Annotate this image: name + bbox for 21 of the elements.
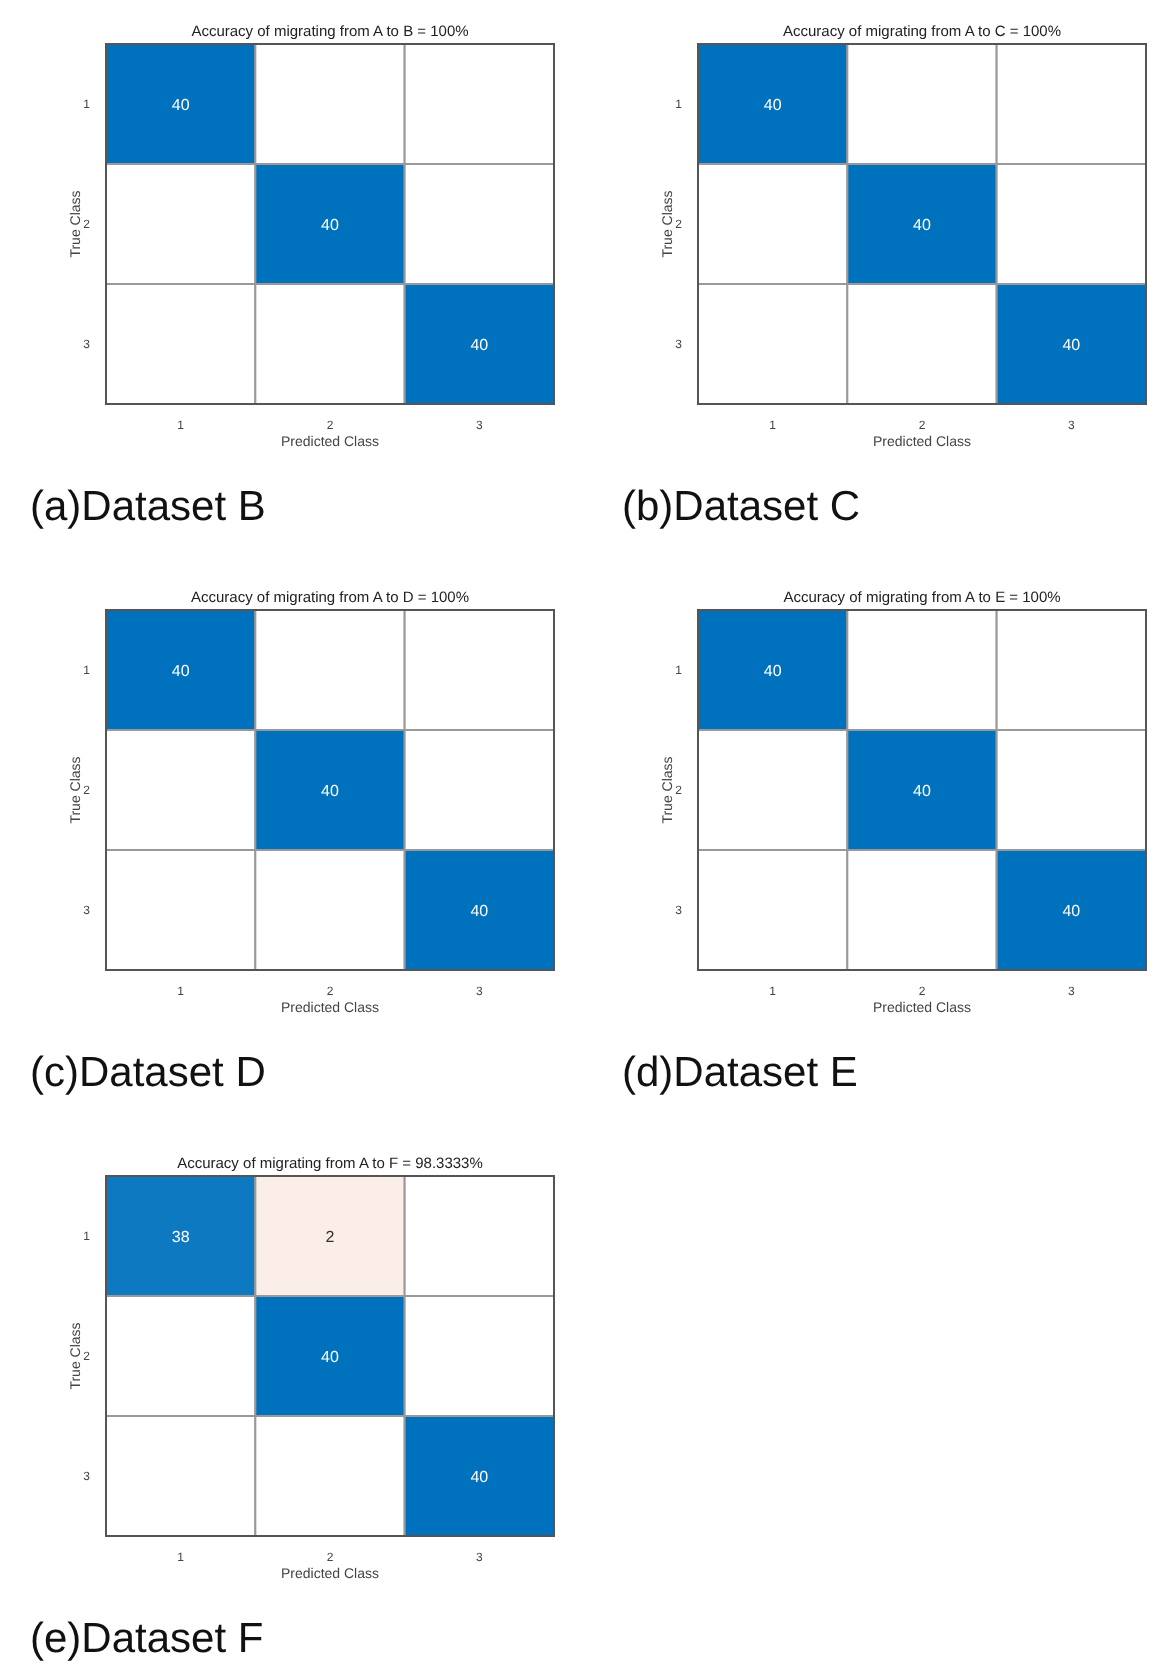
data-label: 40: [1062, 902, 1082, 920]
data-label: 38: [171, 1228, 191, 1246]
text: (b)Dataset C: [622, 484, 861, 530]
data-label: 40: [763, 662, 783, 680]
data-label: 40: [171, 96, 191, 114]
data-label: 40: [763, 96, 783, 114]
data-label: 40: [470, 902, 490, 920]
data-label: 40: [470, 336, 490, 354]
text: (d)Dataset E: [622, 1050, 858, 1096]
text: (c)Dataset D: [30, 1050, 266, 1096]
data-label: 2: [325, 1228, 336, 1246]
data-label: 40: [470, 1468, 490, 1486]
text: (e)Dataset F: [30, 1616, 264, 1662]
data-label: 40: [321, 216, 340, 234]
data-label: 40: [321, 782, 340, 800]
data-label: 40: [913, 216, 932, 234]
data-label: 40: [321, 1348, 340, 1366]
data-label: 40: [171, 662, 191, 680]
data-label: 40: [913, 782, 932, 800]
data-label: 40: [1062, 336, 1082, 354]
text: (a)Dataset B: [30, 484, 266, 530]
